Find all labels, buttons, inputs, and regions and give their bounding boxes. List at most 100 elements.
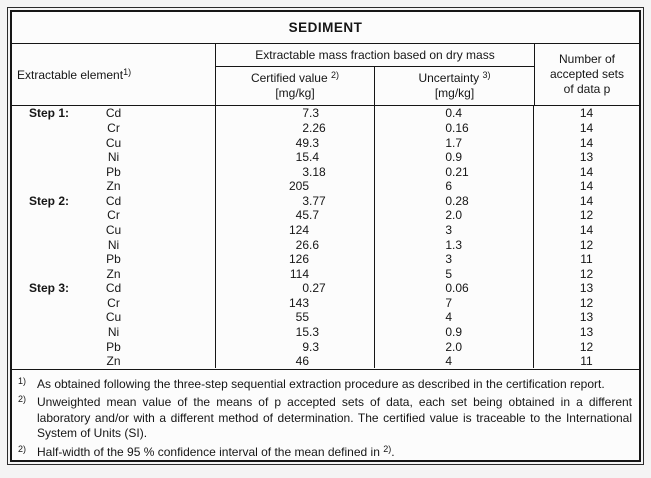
uncertainty-value: 4 [375, 310, 534, 325]
uncertainty-unit: [mg/kg] [434, 86, 475, 101]
header-extractable-element: Extractable element1) [12, 44, 216, 106]
sets-count: 14 [579, 193, 594, 208]
uncertainty-value: 2.0 [375, 339, 534, 354]
table-row: Ni 15.3 0.9 13 [12, 324, 639, 340]
element-symbol: Pb [106, 164, 121, 179]
footnote-text: Unweighted mean value of the means of p … [37, 395, 632, 441]
uncertainty-value: 5 [375, 266, 534, 281]
footnote-text: As obtained following the three-step seq… [37, 376, 605, 391]
uncertainty-value: 3 [375, 251, 534, 267]
element-cell: Pb [12, 164, 216, 179]
sets-count: 11 [580, 354, 593, 369]
element-cell: Cr [12, 295, 216, 311]
sets-count: 11 [580, 252, 593, 267]
uncertainty-value: 0.16 [375, 120, 534, 136]
element-cell: Cr [12, 208, 216, 223]
element-symbol: Zn [106, 179, 121, 194]
element-symbol: Cu [105, 135, 122, 150]
step-label: Step 1: [29, 106, 70, 121]
extractable-element-label: Extractable element1) [17, 66, 132, 82]
uncertainty-value: 4 [375, 353, 534, 369]
certified-value: 2.26 [216, 120, 375, 136]
sets-count: 13 [579, 150, 594, 165]
sets-count: 13 [579, 325, 594, 340]
sets-count: 12 [579, 295, 594, 310]
table-title: SEDIMENT [12, 12, 639, 45]
certified-value: 9.3 [216, 339, 375, 354]
uncertainty-value: 0.06 [375, 281, 534, 296]
element-symbol: Cd [105, 193, 122, 208]
table-row: Ni 26.6 1.3 12 [12, 237, 639, 252]
table-row: Pb 3.18 0.21 14 [12, 164, 639, 179]
element-symbol: Cu [105, 310, 122, 325]
table-row: Cu 55 4 13 [12, 310, 639, 325]
sets-count: 12 [579, 237, 594, 252]
footnote-ref-2-inline: 2) [383, 443, 392, 454]
table-row: Cu 49.3 1.7 14 [12, 135, 639, 150]
table-row: Step 3: Cd 0.27 0.06 13 [12, 281, 639, 296]
header-mass-fraction-group: Extractable mass fraction based on dry m… [216, 44, 534, 106]
uncertainty-value: 0.28 [375, 193, 534, 209]
element-cell: Step 1: Cd [12, 106, 216, 121]
table-row: Pb 9.3 2.0 12 [12, 339, 639, 354]
footnote-3: 2) Half-width of the 95 % confidence int… [16, 443, 632, 460]
element-cell: Cu [12, 310, 216, 325]
subheader-row: Certified value 2) [mg/kg] Uncertainty 3… [216, 67, 534, 106]
element-symbol: Cr [107, 295, 120, 310]
table-row: Zn 46 4 11 [12, 353, 639, 369]
footnote-ref-2: 2) [331, 70, 340, 81]
certified-value: 15.3 [216, 324, 375, 340]
element-cell: Step 2: Cd [12, 193, 216, 209]
certified-value: 49.3 [216, 135, 375, 150]
certified-value: 114 [216, 266, 375, 281]
uncertainty-value: 6 [375, 178, 534, 194]
element-cell: Cr [12, 120, 216, 136]
element-symbol: Cd [105, 281, 122, 296]
footnote-marker: 2) [18, 443, 27, 454]
sets-count: 14 [579, 106, 594, 121]
sets-count: 12 [579, 208, 594, 223]
header-uncertainty: Uncertainty 3) [mg/kg] [375, 67, 534, 105]
table-row: Cr 2.26 0.16 14 [12, 120, 639, 136]
sets-count: 13 [579, 281, 594, 296]
footnote-ref-1: 1) [123, 66, 132, 77]
sets-count: 13 [579, 310, 594, 325]
table-row: Step 2: Cd 3.77 0.28 14 [12, 193, 639, 209]
table-header: Extractable element1) Extractable mass f… [12, 44, 639, 107]
footnote-ref-3: 3) [482, 70, 491, 81]
certified-value-unit: [mg/kg] [275, 86, 315, 101]
certified-value: 3.18 [216, 164, 375, 179]
uncertainty-value: 2.0 [375, 208, 534, 223]
table-row: Pb 126 3 11 [12, 251, 639, 267]
sets-count: 14 [579, 222, 594, 237]
sets-count: 12 [579, 266, 594, 281]
certified-value: 126 [216, 251, 375, 267]
certified-value: 143 [216, 295, 375, 311]
element-cell: Pb [12, 339, 216, 354]
certified-value: 45.7 [216, 208, 375, 223]
element-symbol: Cr [107, 120, 120, 135]
table-outer-frame: SEDIMENT Extractable element1) Extractab… [7, 7, 644, 465]
table-row: Zn 205 6 14 [12, 178, 639, 194]
certified-value: 0.27 [216, 281, 375, 296]
table-row: Cr 143 7 12 [12, 295, 639, 311]
element-symbol: Zn [106, 266, 121, 281]
uncertainty-value: 0.21 [375, 164, 534, 179]
element-symbol: Ni [107, 150, 120, 165]
step-label: Step 2: [29, 193, 70, 208]
footnotes: 1) As obtained following the three-step … [12, 368, 639, 460]
element-cell: Zn [12, 353, 216, 369]
element-symbol: Pb [106, 252, 121, 267]
element-cell: Ni [12, 149, 216, 165]
uncertainty-value: 0.9 [375, 324, 534, 340]
table-row: Cr 45.7 2.0 12 [12, 208, 639, 223]
element-symbol: Cr [107, 208, 120, 223]
element-cell: Cu [12, 135, 216, 150]
table-body: Step 1: Cd 7.3 0.4 14 Cr 2.26 0.16 14 Cu 49.3 1.7 14… [12, 106, 639, 369]
uncertainty-value: 0.9 [375, 149, 534, 165]
element-symbol: Ni [107, 237, 120, 252]
footnote-marker: 1) [18, 375, 27, 386]
uncertainty-value: 1.3 [375, 237, 534, 252]
certified-value: 205 [216, 178, 375, 194]
